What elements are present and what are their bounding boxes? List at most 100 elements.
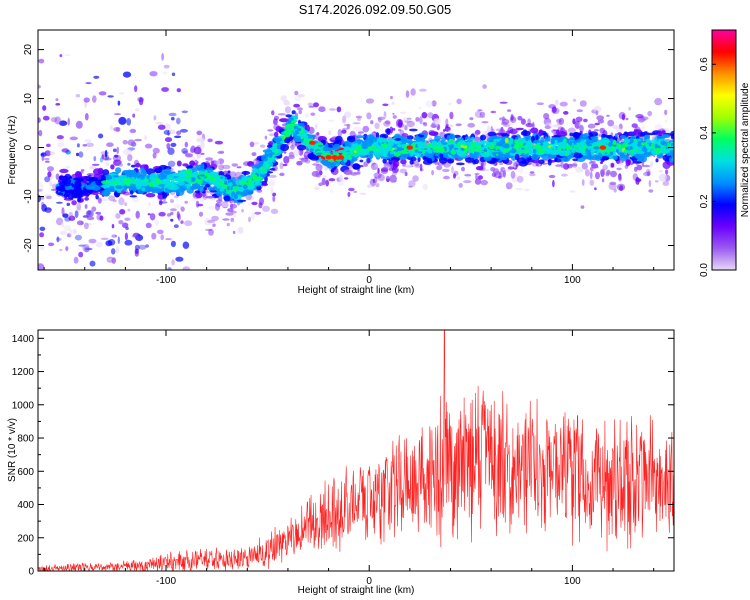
spectrogram-blob [77, 195, 82, 203]
spectrogram-blob [189, 160, 196, 167]
spectrogram-blob [255, 176, 263, 180]
spectrogram-blob [93, 156, 97, 162]
spectrogram-blob [410, 88, 416, 96]
spectrogram-blob [109, 125, 114, 131]
spectrogram-blob [39, 226, 46, 231]
spectrogram-blob [456, 98, 462, 105]
spectrogram-blob [95, 179, 104, 186]
spectrogram-blob [112, 180, 118, 184]
spectrogram-blob [103, 193, 110, 197]
spectrogram-blob [38, 84, 41, 89]
spectrogram-blob [337, 129, 342, 137]
spectrogram-blob [303, 135, 309, 140]
spectrogram-blob [309, 155, 319, 160]
spectrogram-blob [577, 144, 584, 147]
spectrogram-blob [112, 148, 117, 153]
spectrogram-blob [113, 113, 122, 116]
spectrogram-blob [99, 198, 109, 202]
spectrogram-blob [585, 141, 590, 145]
spectrogram-blob [348, 187, 355, 192]
spectrogram-blob [164, 168, 172, 175]
spectrogram-blob [99, 215, 104, 221]
spectrogram-blob [240, 180, 248, 185]
spectrogram-blob [185, 168, 193, 174]
spectrogram-blob [55, 173, 60, 180]
spectrogram-blob [182, 163, 189, 167]
spectrogram-blob [264, 135, 268, 140]
spectrogram-blob [464, 157, 475, 163]
spectrogram-blob [272, 195, 276, 202]
spectrogram-blob [410, 156, 417, 162]
spectrogram-blob [241, 170, 251, 175]
spectrogram-blob [210, 160, 215, 165]
spectrogram-blob [242, 184, 248, 190]
spectrogram-blob [62, 176, 69, 179]
spectrogram-blob [648, 180, 652, 187]
spectrogram-blob [550, 139, 555, 145]
spectrogram-blob [162, 72, 168, 75]
spectrogram-blob [166, 173, 174, 180]
spectrogram-blob [498, 175, 502, 179]
spectrogram-blob [126, 178, 131, 186]
spectrogram-blob [610, 170, 617, 178]
spectrogram-blob [435, 153, 439, 157]
spectrogram-blob [575, 116, 583, 123]
spectrogram-blob [356, 170, 361, 176]
snr-xtick-label: -100 [156, 576, 176, 587]
spectrogram-blob [439, 148, 446, 152]
spectrogram-blob [348, 144, 352, 148]
spectrogram-blob [613, 188, 617, 193]
spectrogram-blob [514, 139, 519, 145]
spectrogram-blob [122, 139, 128, 145]
spectrogram-blob [389, 151, 394, 155]
spectrogram-blob [277, 113, 286, 116]
spectrogram-blob [528, 150, 534, 155]
spectrogram-blob [638, 118, 647, 122]
spectrogram-blob [593, 146, 600, 150]
spectrogram-blob [382, 158, 387, 164]
spectrogram-blob [349, 131, 356, 135]
spectrogram-blob [616, 148, 619, 153]
spectrogram-blob [171, 72, 176, 77]
spectrogram-blob [216, 191, 223, 197]
spectrogram-peak [309, 140, 316, 145]
spectrogram-blob [56, 236, 60, 243]
spectrogram-blob [176, 211, 180, 219]
spectrogram-blob [488, 142, 491, 145]
spectrogram-blob [58, 175, 64, 181]
snr-background [38, 330, 674, 571]
spectrogram-blob [46, 143, 51, 148]
spectrogram-blob [296, 107, 303, 111]
spectrogram-blob [317, 144, 324, 147]
spectrogram-blob [594, 166, 599, 169]
spectrogram-blob [414, 147, 420, 150]
spectrogram-blob [155, 180, 162, 184]
spectrogram-blob [266, 171, 274, 174]
spectrogram-blob [529, 173, 536, 177]
spectrogram-blob [144, 164, 149, 171]
spectrogram-blob [646, 147, 651, 153]
spectrogram-blob [623, 149, 629, 153]
spectrogram-blob [114, 154, 119, 158]
spectrogram-blob [664, 109, 668, 116]
spectrogram-blob [342, 115, 347, 124]
spectrogram-blob [124, 239, 133, 246]
spectrogram-blob [441, 136, 446, 143]
spectrogram-blob [127, 208, 131, 212]
spectrogram-blob [124, 202, 128, 207]
spectrogram-blob [536, 142, 541, 145]
spectrogram-blob [174, 135, 182, 139]
spectrogram-blob [664, 119, 668, 123]
spectrogram-blob [427, 146, 431, 151]
spectrogram-blob [157, 229, 164, 235]
spectrogram-blob [657, 130, 663, 136]
spectrogram-blob [105, 161, 109, 167]
spectrogram-blob [328, 130, 332, 136]
spectrogram-blob [383, 120, 391, 127]
spectrogram-blob [126, 118, 132, 126]
spectrogram-blob [50, 188, 58, 191]
spectrogram-blob [513, 164, 520, 167]
spectrogram-blob [219, 186, 223, 192]
spectrogram-blob [127, 154, 133, 162]
spectrogram-blob [188, 176, 192, 182]
